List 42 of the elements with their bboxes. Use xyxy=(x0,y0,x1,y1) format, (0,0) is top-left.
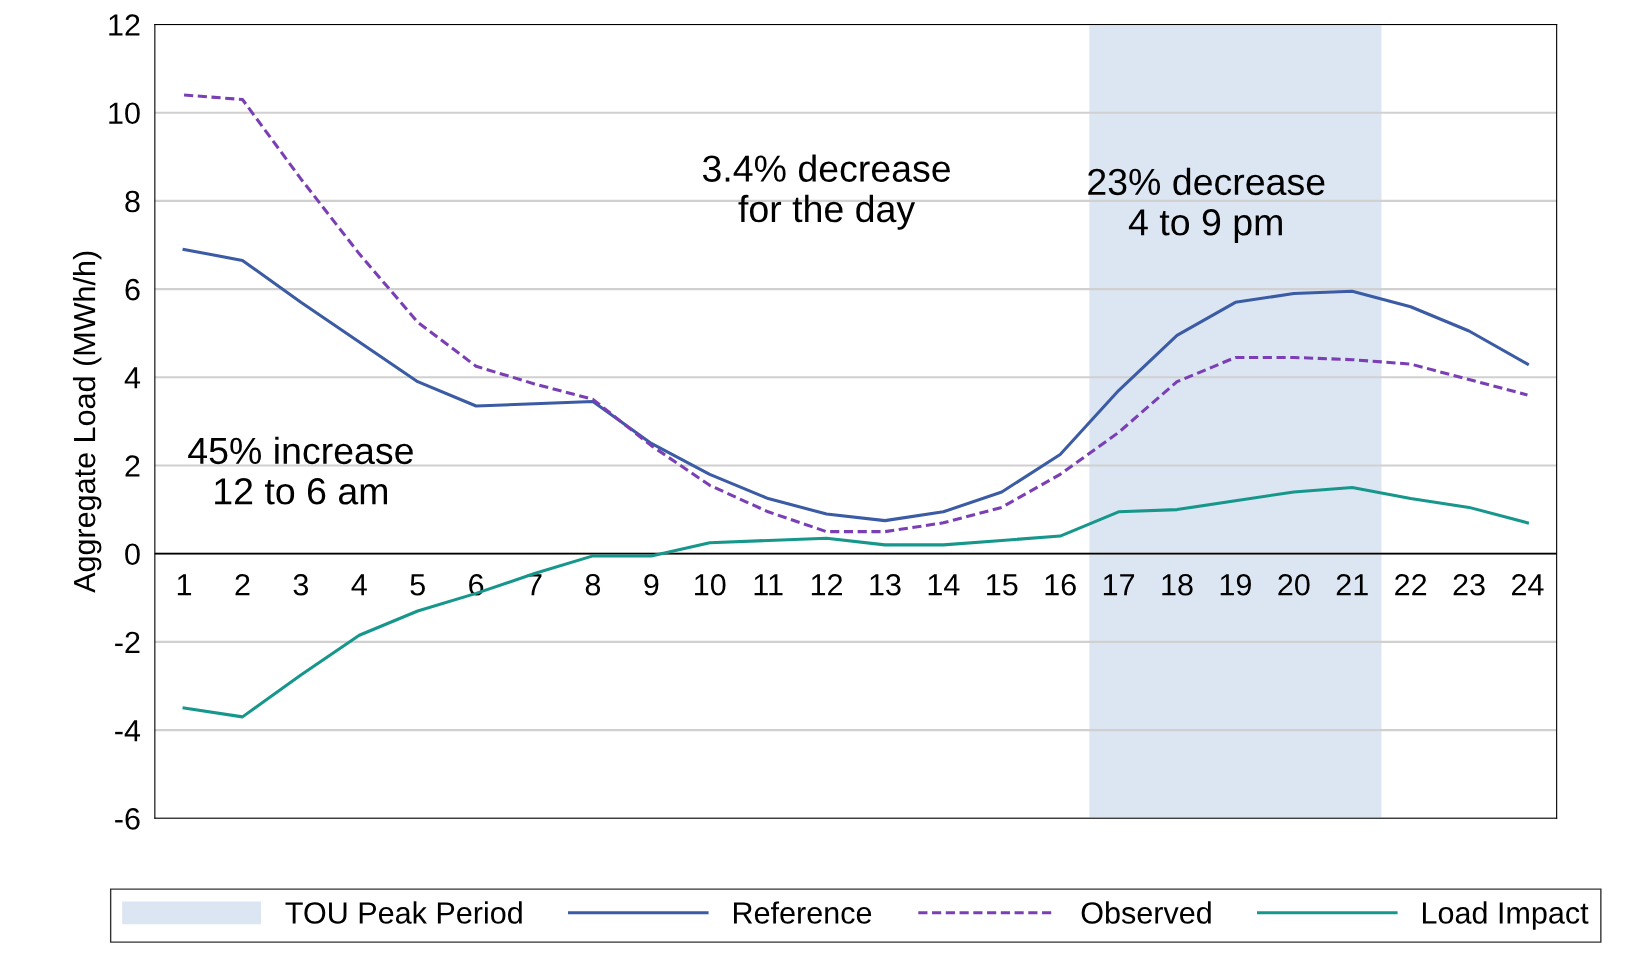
legend-label: TOU Peak Period xyxy=(285,901,522,924)
x-tick-label: 23 xyxy=(1453,573,1485,596)
annotation: 45% increase 12 to 6 am xyxy=(188,436,413,505)
x-tick-label: 4 xyxy=(351,574,367,596)
x-tick-label: 1 xyxy=(177,574,192,596)
x-tick-label: 13 xyxy=(870,573,901,596)
legend-label: Reference xyxy=(734,901,872,924)
annotation: 23% decrease 4 to 9 pm xyxy=(1088,167,1325,243)
x-tick-label: 9 xyxy=(644,573,659,596)
x-tick-label: 5 xyxy=(410,574,425,596)
y-axis-title: Aggregate Load (MWh/h) xyxy=(72,251,102,593)
y-tick-label: 12 xyxy=(109,14,140,36)
y-tick-label: 8 xyxy=(125,190,140,213)
y-tick-label: 10 xyxy=(109,102,140,125)
x-tick-label: 24 xyxy=(1511,573,1544,596)
annotation: 3.4% decrease for the day xyxy=(702,154,950,230)
x-tick-label: 16 xyxy=(1045,573,1076,596)
x-tick-label: 2 xyxy=(235,573,250,596)
y-tick-label: 0 xyxy=(125,543,140,566)
y-tick-label: -2 xyxy=(115,631,140,653)
y-tick-label: 2 xyxy=(125,455,140,477)
x-tick-label: 17 xyxy=(1103,574,1135,596)
y-tick-label: -4 xyxy=(115,720,141,742)
y-tick-label: 4 xyxy=(124,367,141,389)
x-tick-label: 15 xyxy=(987,574,1018,596)
y-tick-label: 6 xyxy=(125,278,140,301)
x-tick-label: 21 xyxy=(1336,573,1368,596)
x-tick-label: 12 xyxy=(811,573,843,596)
x-tick-label: 3 xyxy=(293,573,309,596)
line-series xyxy=(182,247,1529,523)
x-tick-label: 22 xyxy=(1395,573,1427,596)
x-tick-label: 19 xyxy=(1220,573,1251,596)
x-tick-label: 14 xyxy=(928,574,960,596)
x-tick-label: 20 xyxy=(1278,573,1310,596)
x-tick-label: 18 xyxy=(1162,573,1193,596)
x-tick-label: 10 xyxy=(695,573,726,596)
legend-label: Observed xyxy=(1081,901,1211,924)
line-series xyxy=(182,93,1529,534)
x-tick-label: 11 xyxy=(754,574,783,596)
legend-label: Load Impact xyxy=(1422,901,1589,930)
x-tick-label: 8 xyxy=(585,573,601,596)
y-tick-label: -6 xyxy=(115,808,140,830)
